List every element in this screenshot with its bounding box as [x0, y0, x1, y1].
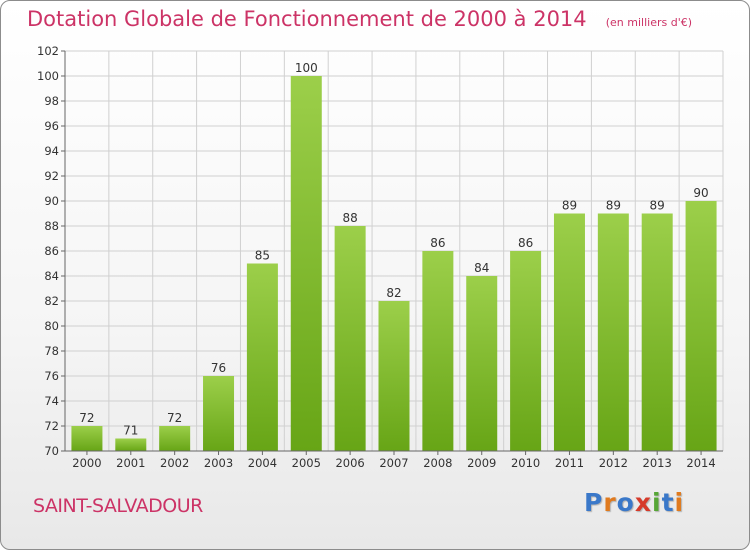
x-tick-label: 2003	[204, 456, 233, 470]
x-tick-label: 2013	[643, 456, 672, 470]
bar	[115, 438, 147, 451]
chart-title: Dotation Globale de Fonctionnement de 20…	[27, 7, 587, 31]
y-tick-label: 94	[44, 144, 59, 158]
bar	[290, 76, 322, 451]
bar	[597, 213, 629, 451]
chart-unit-note: (en milliers d'€)	[605, 16, 693, 29]
logo-letter: x	[634, 488, 652, 517]
y-tick-label: 88	[44, 219, 59, 233]
y-tick-label: 82	[44, 294, 59, 308]
bar-value-label: 90	[693, 186, 708, 200]
logo-letter: o	[616, 488, 635, 517]
x-tick-label: 2000	[72, 456, 101, 470]
bar	[159, 426, 191, 451]
bar-value-label: 89	[650, 199, 665, 213]
y-tick-label: 80	[44, 319, 59, 333]
y-tick-label: 100	[37, 69, 59, 83]
y-tick-label: 86	[44, 244, 59, 258]
x-tick-label: 2009	[467, 456, 496, 470]
y-tick-label: 84	[44, 269, 59, 283]
y-tick-label: 76	[44, 369, 59, 383]
bar	[71, 426, 103, 451]
bar	[553, 213, 585, 451]
bar-value-label: 89	[606, 199, 621, 213]
y-tick-label: 70	[44, 444, 59, 458]
bar-value-label: 100	[295, 61, 318, 75]
bar-value-label: 85	[255, 249, 270, 263]
bar-value-label: 89	[562, 199, 577, 213]
x-tick-label: 2011	[555, 456, 584, 470]
x-tick-label: 2010	[511, 456, 540, 470]
x-tick-label: 2006	[335, 456, 364, 470]
logo-letter: i	[674, 488, 685, 517]
bar-value-label: 86	[430, 236, 445, 250]
y-tick-label: 102	[37, 44, 59, 58]
bar-value-label: 71	[123, 424, 138, 438]
bars: 72 71 72 76 85 100 88 82 86 84 86 89 89 89 90	[71, 61, 717, 451]
x-tick-label: 2007	[379, 456, 408, 470]
y-tick-label: 96	[44, 119, 59, 133]
x-tick-label: 2014	[686, 456, 715, 470]
axes: 70 72 74 76 78 80 82 84 86 88 90 92 94 96 98 100 102 2000…	[37, 44, 723, 470]
y-tick-label: 90	[44, 194, 59, 208]
x-tick-label: 2008	[423, 456, 452, 470]
proxiti-logo: Proxiti	[584, 488, 684, 517]
bar	[641, 213, 673, 451]
bar-value-label: 82	[386, 286, 401, 300]
title-row: Dotation Globale de Fonctionnement de 20…	[27, 7, 692, 31]
bar-value-label: 72	[79, 411, 94, 425]
commune-name: SAINT-SALVADOUR	[33, 495, 203, 517]
x-tick-label: 2004	[248, 456, 277, 470]
logo-letter: t	[661, 488, 675, 517]
x-tick-label: 2002	[160, 456, 189, 470]
logo-letter: i	[652, 488, 662, 517]
bar-value-label: 88	[342, 211, 357, 225]
y-tick-label: 92	[44, 169, 59, 183]
bar	[246, 263, 278, 451]
x-tick-label: 2001	[116, 456, 145, 470]
y-tick-label: 98	[44, 94, 59, 108]
bar	[510, 251, 542, 451]
y-tick-label: 72	[44, 419, 59, 433]
bar	[466, 276, 498, 451]
y-tick-label: 78	[44, 344, 59, 358]
bar-value-label: 86	[518, 236, 533, 250]
bar	[378, 301, 410, 451]
x-tick-label: 2012	[599, 456, 628, 470]
bar	[334, 226, 366, 451]
x-tick-label: 2005	[292, 456, 321, 470]
bar	[203, 376, 235, 451]
bar-value-label: 72	[167, 411, 182, 425]
logo-letter: P	[584, 488, 604, 517]
bar	[685, 201, 717, 451]
y-tick-label: 74	[44, 394, 59, 408]
bar-value-label: 84	[474, 261, 489, 275]
logo-letter: r	[603, 488, 617, 517]
bar	[422, 251, 454, 451]
bar-value-label: 76	[211, 361, 226, 375]
